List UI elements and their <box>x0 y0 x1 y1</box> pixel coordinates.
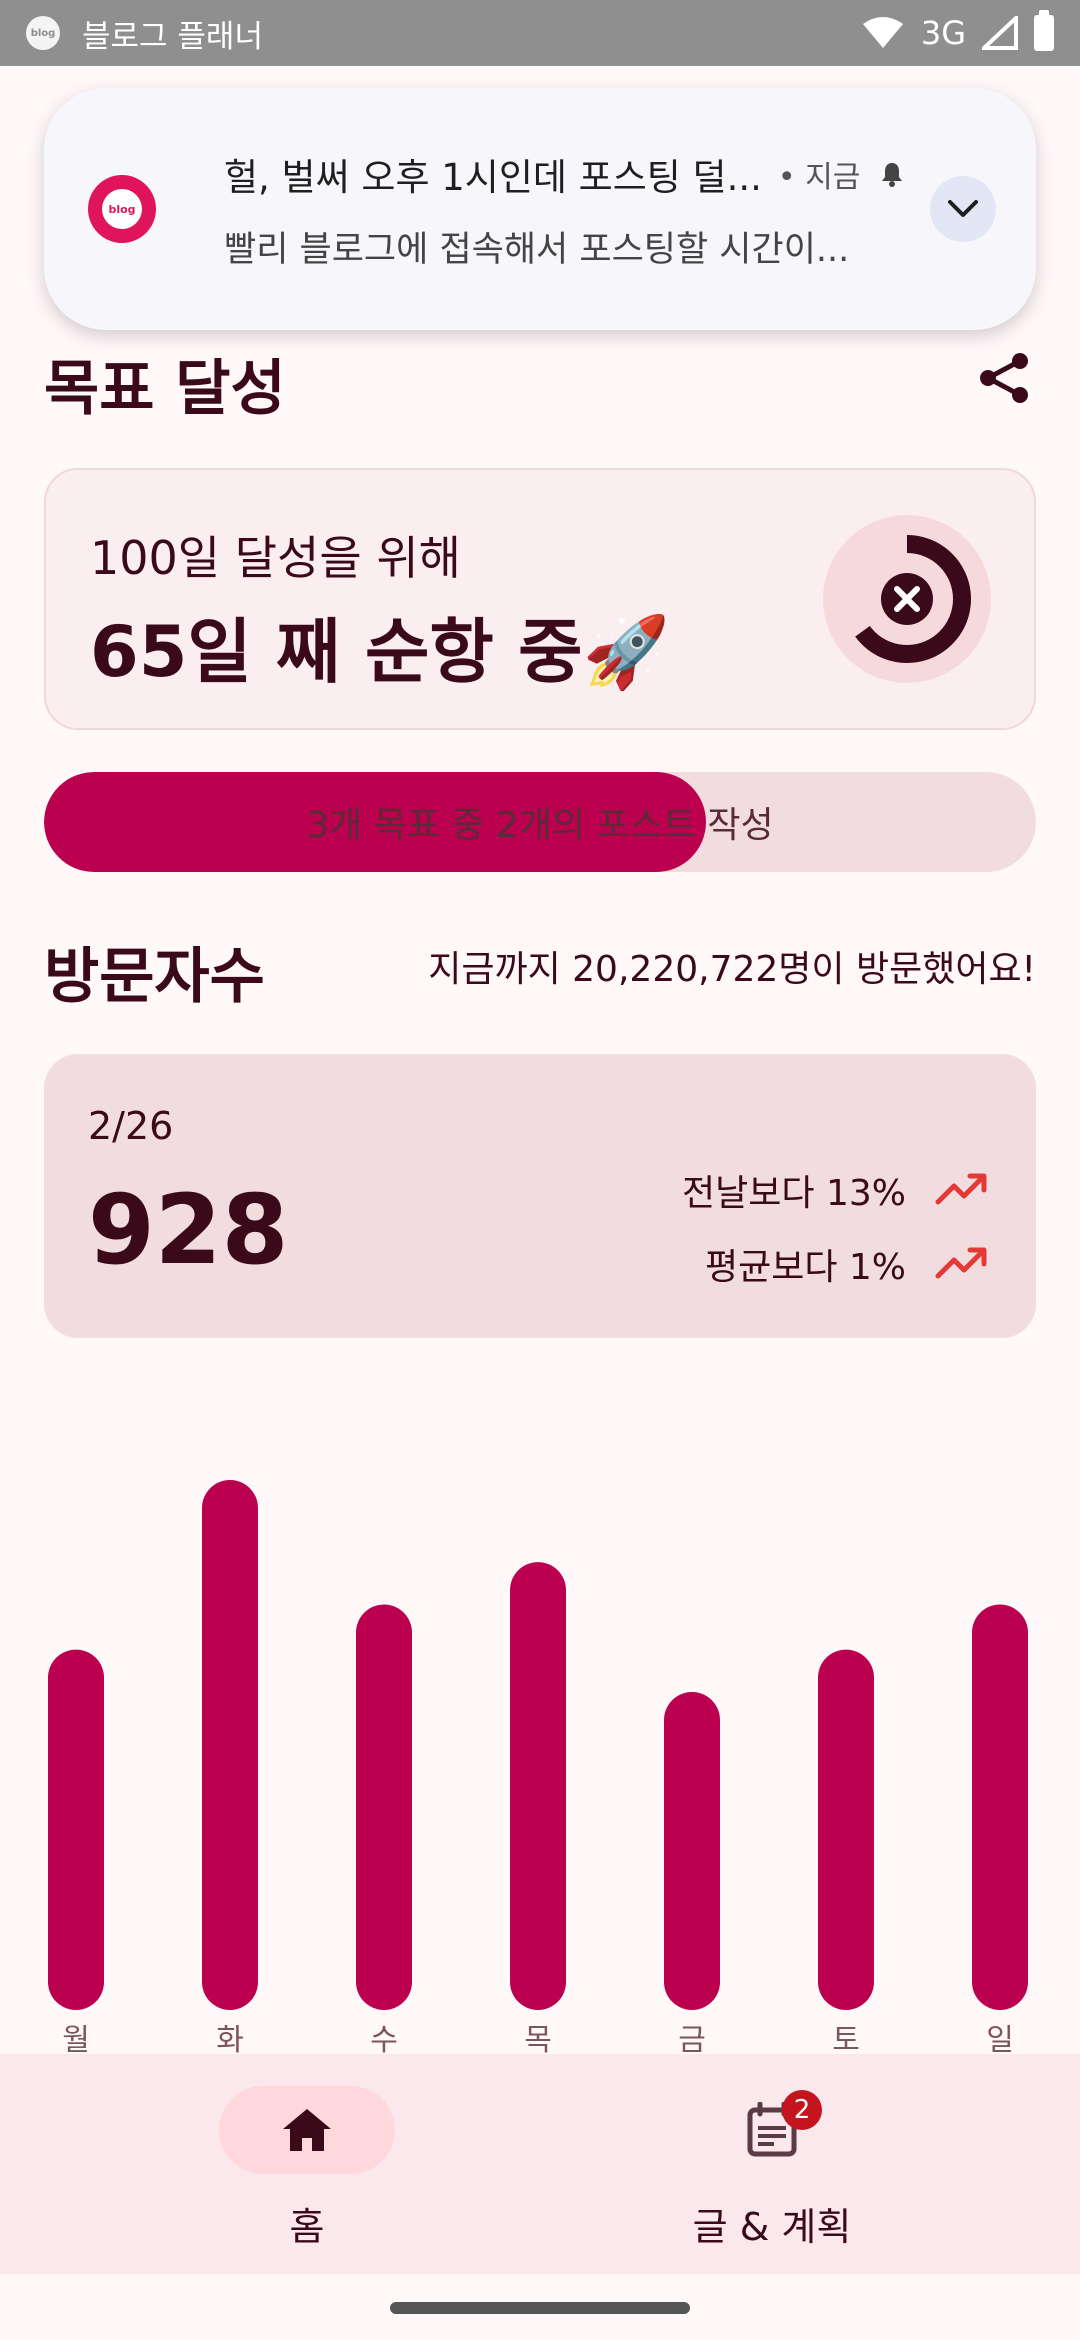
progress-label: 3개 목표 중 2개의 포스트 작성 <box>306 805 774 846</box>
goal-card: 100일 달성을 위해 65일 째 순항 중🚀 <box>44 468 1036 730</box>
post-goal-progress-bar: 3개 목표 중 2개의 포스트 작성 <box>44 772 1036 872</box>
chart-x-label-0: 월 <box>62 2023 90 2058</box>
goal-section-title: 목표 달성 <box>44 354 286 424</box>
goal-progress-ring <box>823 515 991 683</box>
chart-bar-4 <box>664 1692 720 2010</box>
notification-body: 빨리 블로그에 접속해서 포스팅할 시간이... <box>224 229 850 270</box>
nav-home-indicator[interactable] <box>219 2086 395 2174</box>
daily-visitors-card: 2/26 928 전날보다 13% 평균보다 1% <box>44 1054 1036 1338</box>
compare-avg-row: 평균보다 1% <box>705 1238 992 1290</box>
chevron-down-icon <box>948 200 978 217</box>
visitors-section-title: 방문자수 <box>44 942 265 1012</box>
home-icon <box>283 2109 331 2151</box>
notification-badge: 2 <box>782 2090 822 2130</box>
expand-notification-button[interactable] <box>930 176 996 242</box>
chart-x-label-3: 목 <box>524 2023 552 2058</box>
chart-bar-2 <box>356 1604 412 2010</box>
compare-avg-text: 평균보다 1% <box>704 1247 906 1288</box>
chart-bar-0 <box>48 1649 104 2010</box>
nav-home-label: 홈 <box>289 2205 325 2249</box>
heads-up-notification[interactable]: blog 헐, 벌써 오후 1시인데 포스팅 덜... • 지금 빨리 블로그에… <box>44 88 1036 330</box>
status-bar: blog 블로그 플래너 3G <box>0 0 1080 66</box>
trending-up-icon <box>935 1173 987 1205</box>
blog-logo-icon: blog <box>102 189 142 229</box>
progress-bar-fill <box>44 772 706 872</box>
total-visitors-text: 지금까지 20,220,722명이 방문했어요! <box>428 949 1036 990</box>
chart-x-label-6: 일 <box>986 2023 1014 2058</box>
compare-prev-text: 전날보다 13% <box>682 1173 906 1214</box>
share-icon[interactable] <box>974 348 1034 408</box>
status-app-title: 블로그 플래너 <box>82 18 263 55</box>
nav-posts-label: 글 & 계획 <box>692 2205 852 2249</box>
trending-up-icon <box>935 1247 987 1279</box>
status-indicators: 3G <box>861 10 1054 52</box>
gesture-navigation-bar[interactable] <box>390 2302 690 2314</box>
wifi-icon <box>862 17 903 48</box>
goal-subtitle: 100일 달성을 위해 <box>90 531 461 585</box>
notification-time: • 지금 <box>777 159 861 195</box>
notification-text: 헐, 벌써 오후 1시인데 포스팅 덜... • 지금 빨리 블로그에 접속해서… <box>224 147 930 272</box>
notification-title: 헐, 벌써 오후 1시인데 포스팅 덜... <box>224 155 762 199</box>
goal-status: 65일 째 순항 중🚀 <box>90 611 670 693</box>
chart-x-label-2: 수 <box>370 2023 398 2058</box>
chart-x-label-1: 화 <box>216 2023 244 2058</box>
chart-bar-5 <box>818 1649 874 2010</box>
compare-prev-row: 전날보다 13% <box>682 1164 992 1216</box>
nav-item-home[interactable]: 홈 <box>157 2086 457 2251</box>
chart-bar-6 <box>972 1604 1028 2010</box>
visit-date: 2/26 <box>88 1104 174 1148</box>
visit-count: 928 <box>88 1174 289 1286</box>
nav-posts-indicator[interactable]: 2 <box>684 2086 860 2174</box>
app-notification-icon: blog <box>26 16 60 50</box>
notification-app-icon: blog <box>88 175 156 243</box>
battery-icon <box>1034 10 1054 51</box>
signal-icon <box>982 16 1018 50</box>
bell-icon <box>882 162 903 187</box>
bottom-navigation: 홈 2 글 & 계획 <box>0 2054 1080 2274</box>
chart-x-label-5: 토 <box>832 2023 860 2058</box>
chart-bar-3 <box>510 1562 566 2010</box>
network-type: 3G <box>920 14 966 52</box>
chart-bar-1 <box>202 1480 258 2010</box>
nav-item-posts-plans[interactable]: 2 글 & 계획 <box>622 2086 922 2251</box>
chart-x-label-4: 금 <box>678 2023 706 2058</box>
